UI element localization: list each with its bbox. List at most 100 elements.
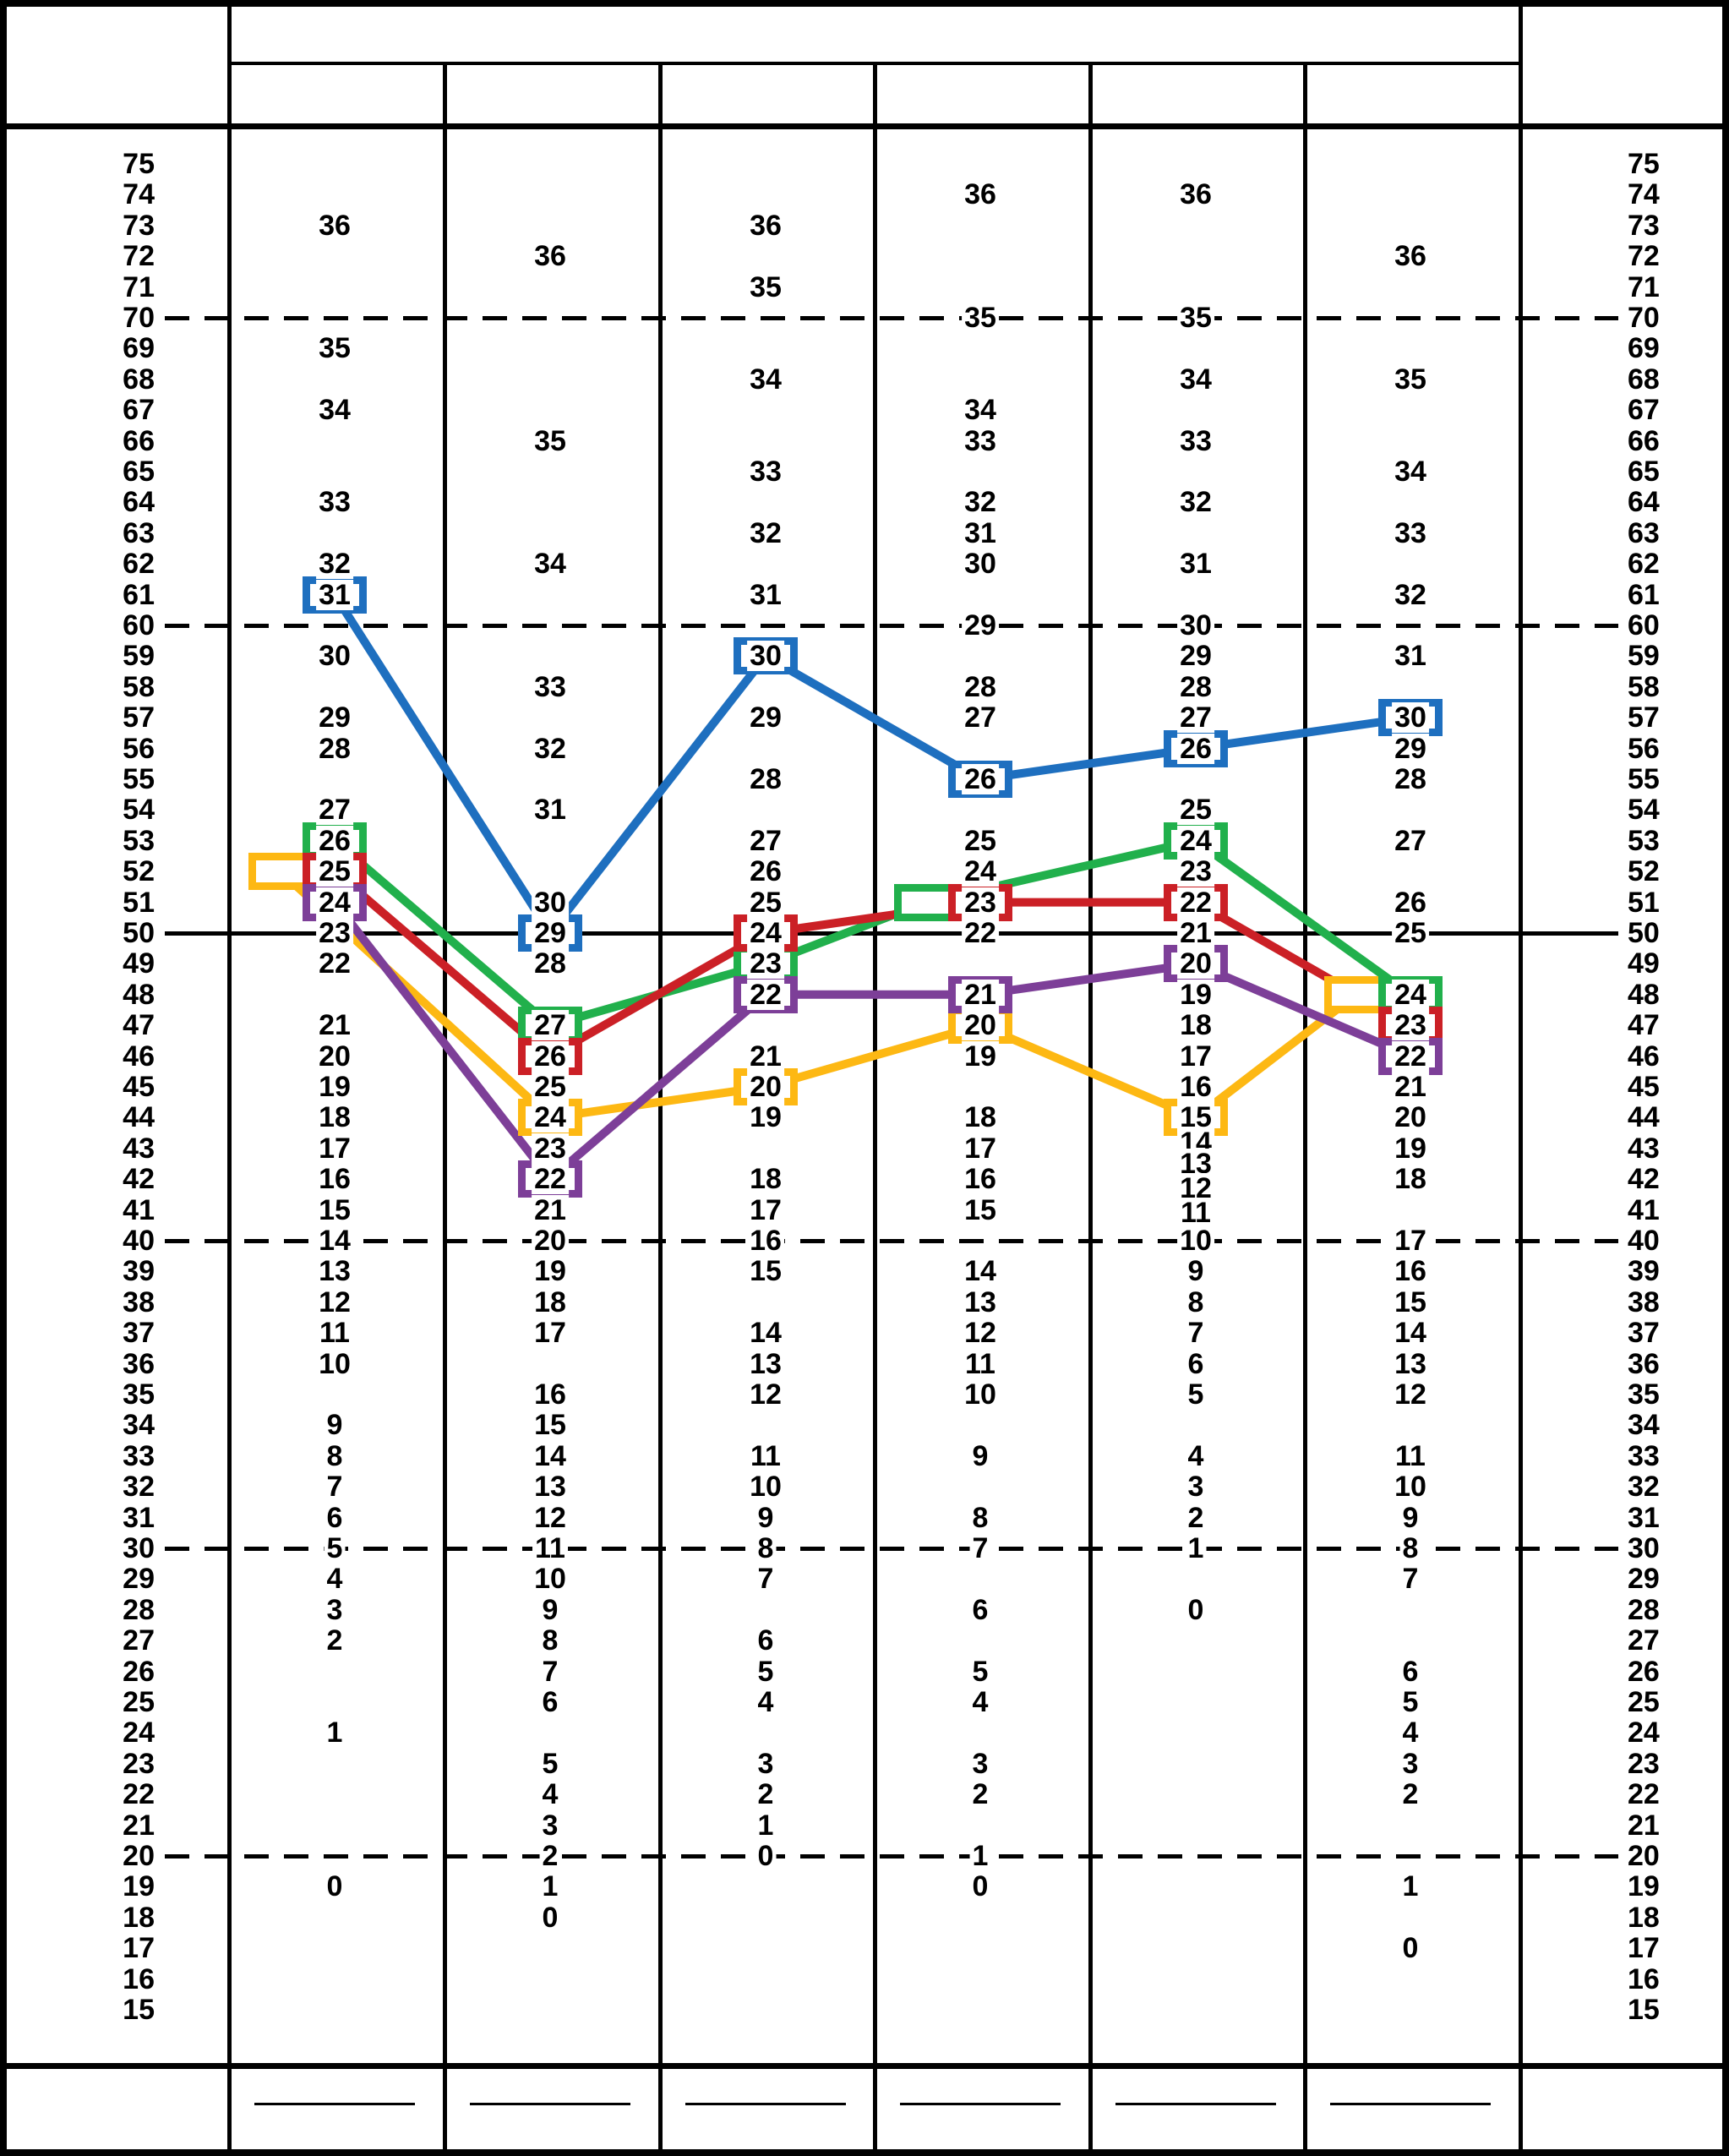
t-score-label-left: 59 [91,641,157,672]
raw-score-col2: 4 [539,1779,561,1810]
t-score-label-right: 36 [1625,1348,1691,1379]
raw-score-col3: 14 [747,1318,784,1349]
raw-score-col1: 26 [316,825,353,856]
raw-score-col4: 12 [962,1318,999,1349]
raw-score-col6: 21 [1392,1072,1429,1102]
raw-score-col2: 3 [539,1809,561,1841]
raw-score-col4: 3 [969,1748,991,1779]
t-score-label-right: 40 [1625,1225,1691,1256]
raw-score-col1: 17 [316,1133,353,1164]
t-score-label-left: 27 [91,1625,157,1657]
grid-line-col [873,62,877,2149]
header-divider [227,62,1523,65]
raw-score-col5: 29 [1177,641,1214,672]
raw-score-col2: 10 [532,1564,569,1595]
raw-score-col4: 27 [962,702,999,734]
raw-score-col5: 19 [1177,979,1214,1010]
raw-score-col2: 35 [532,425,569,456]
raw-score-col3: 11 [748,1440,783,1471]
raw-score-col5: 23 [1177,856,1214,887]
raw-score-col3: 12 [747,1379,784,1410]
t-score-label-left: 54 [91,794,157,826]
t-score-label-left: 22 [91,1779,157,1810]
raw-score-col3: 10 [747,1471,784,1503]
raw-score-col1: 3 [324,1594,346,1625]
t-score-label-right: 52 [1625,856,1691,887]
t-score-label-right: 55 [1625,764,1691,794]
raw-score-col5: 10 [1177,1225,1214,1256]
raw-score-col2: 22 [532,1164,569,1195]
raw-score-col3: 15 [747,1256,784,1287]
footer-fill-in-line[interactable] [254,2103,415,2105]
raw-score-col4: 19 [962,1040,999,1072]
t-score-label-right: 57 [1625,702,1691,734]
raw-score-col3: 24 [747,918,784,948]
raw-score-col3: 23 [747,948,784,980]
raw-score-col2: 25 [532,1072,569,1102]
raw-score-col5: 31 [1177,549,1214,580]
raw-score-col5: 2 [1185,1502,1207,1533]
t-score-label-right: 33 [1625,1440,1691,1471]
footer-fill-in-line[interactable] [685,2103,846,2105]
t-score-label-right: 46 [1625,1040,1691,1072]
raw-score-col6: 9 [1399,1502,1421,1533]
raw-score-col4: 30 [962,549,999,580]
t-score-label-left: 46 [91,1040,157,1072]
footer-fill-in-line[interactable] [1330,2103,1491,2105]
raw-score-col4: 6 [969,1594,991,1625]
t-score-label-right: 50 [1625,918,1691,948]
t-score-label-left: 72 [91,241,157,272]
raw-score-col3: 20 [747,1072,784,1102]
t30-reference-line [165,1546,1618,1551]
raw-score-col1: 35 [316,333,353,364]
t-score-label-right: 24 [1625,1717,1691,1749]
t-score-label-left: 73 [91,210,157,241]
raw-score-col2: 5 [539,1748,561,1779]
raw-score-col5: 11 [1178,1198,1214,1229]
raw-score-col2: 21 [532,1194,569,1225]
raw-score-col6: 33 [1392,517,1429,549]
raw-score-col4: 26 [962,764,999,794]
raw-score-col4: 8 [969,1502,991,1533]
t-score-label-left: 47 [91,1010,157,1041]
footer-fill-in-line[interactable] [1115,2103,1276,2105]
raw-score-col6: 26 [1392,887,1429,918]
footer-fill-in-line[interactable] [470,2103,630,2105]
raw-score-col1: 12 [316,1286,353,1318]
t-score-label-right: 26 [1625,1656,1691,1687]
t-score-label-left: 35 [91,1379,157,1410]
t-score-label-left: 56 [91,733,157,764]
t-score-label-left: 19 [91,1871,157,1902]
raw-score-col6: 12 [1392,1379,1429,1410]
raw-score-col3: 36 [747,210,784,241]
raw-score-col4: 24 [962,856,999,887]
chart-top-border [7,123,1722,129]
footer-fill-in-line[interactable] [900,2103,1061,2105]
t-score-label-right: 29 [1625,1564,1691,1595]
raw-score-col3: 1 [755,1809,777,1841]
raw-score-col6: 35 [1392,363,1429,395]
t-score-label-right: 28 [1625,1594,1691,1625]
t-score-label-right: 51 [1625,887,1691,918]
t-score-label-left: 48 [91,979,157,1010]
t-score-label-right: 71 [1625,271,1691,303]
t-score-label-right: 73 [1625,210,1691,241]
t40-reference-line [165,1238,1618,1243]
t-score-label-left: 68 [91,363,157,395]
raw-score-col1: 10 [316,1348,353,1379]
raw-score-col4: 32 [962,487,999,518]
t-score-label-right: 72 [1625,241,1691,272]
raw-score-col1: 2 [324,1625,346,1657]
raw-score-col5: 35 [1177,303,1214,333]
t-score-label-left: 20 [91,1841,157,1871]
raw-score-col1: 7 [324,1471,346,1503]
raw-score-col5: 25 [1177,794,1214,826]
raw-score-col4: 20 [962,1010,999,1041]
t-score-label-left: 41 [91,1194,157,1225]
raw-score-col4: 34 [962,395,999,426]
t50-reference-line [165,931,1618,936]
raw-score-col1: 31 [316,579,353,610]
t-score-label-left: 25 [91,1687,157,1717]
raw-score-col3: 16 [747,1225,784,1256]
